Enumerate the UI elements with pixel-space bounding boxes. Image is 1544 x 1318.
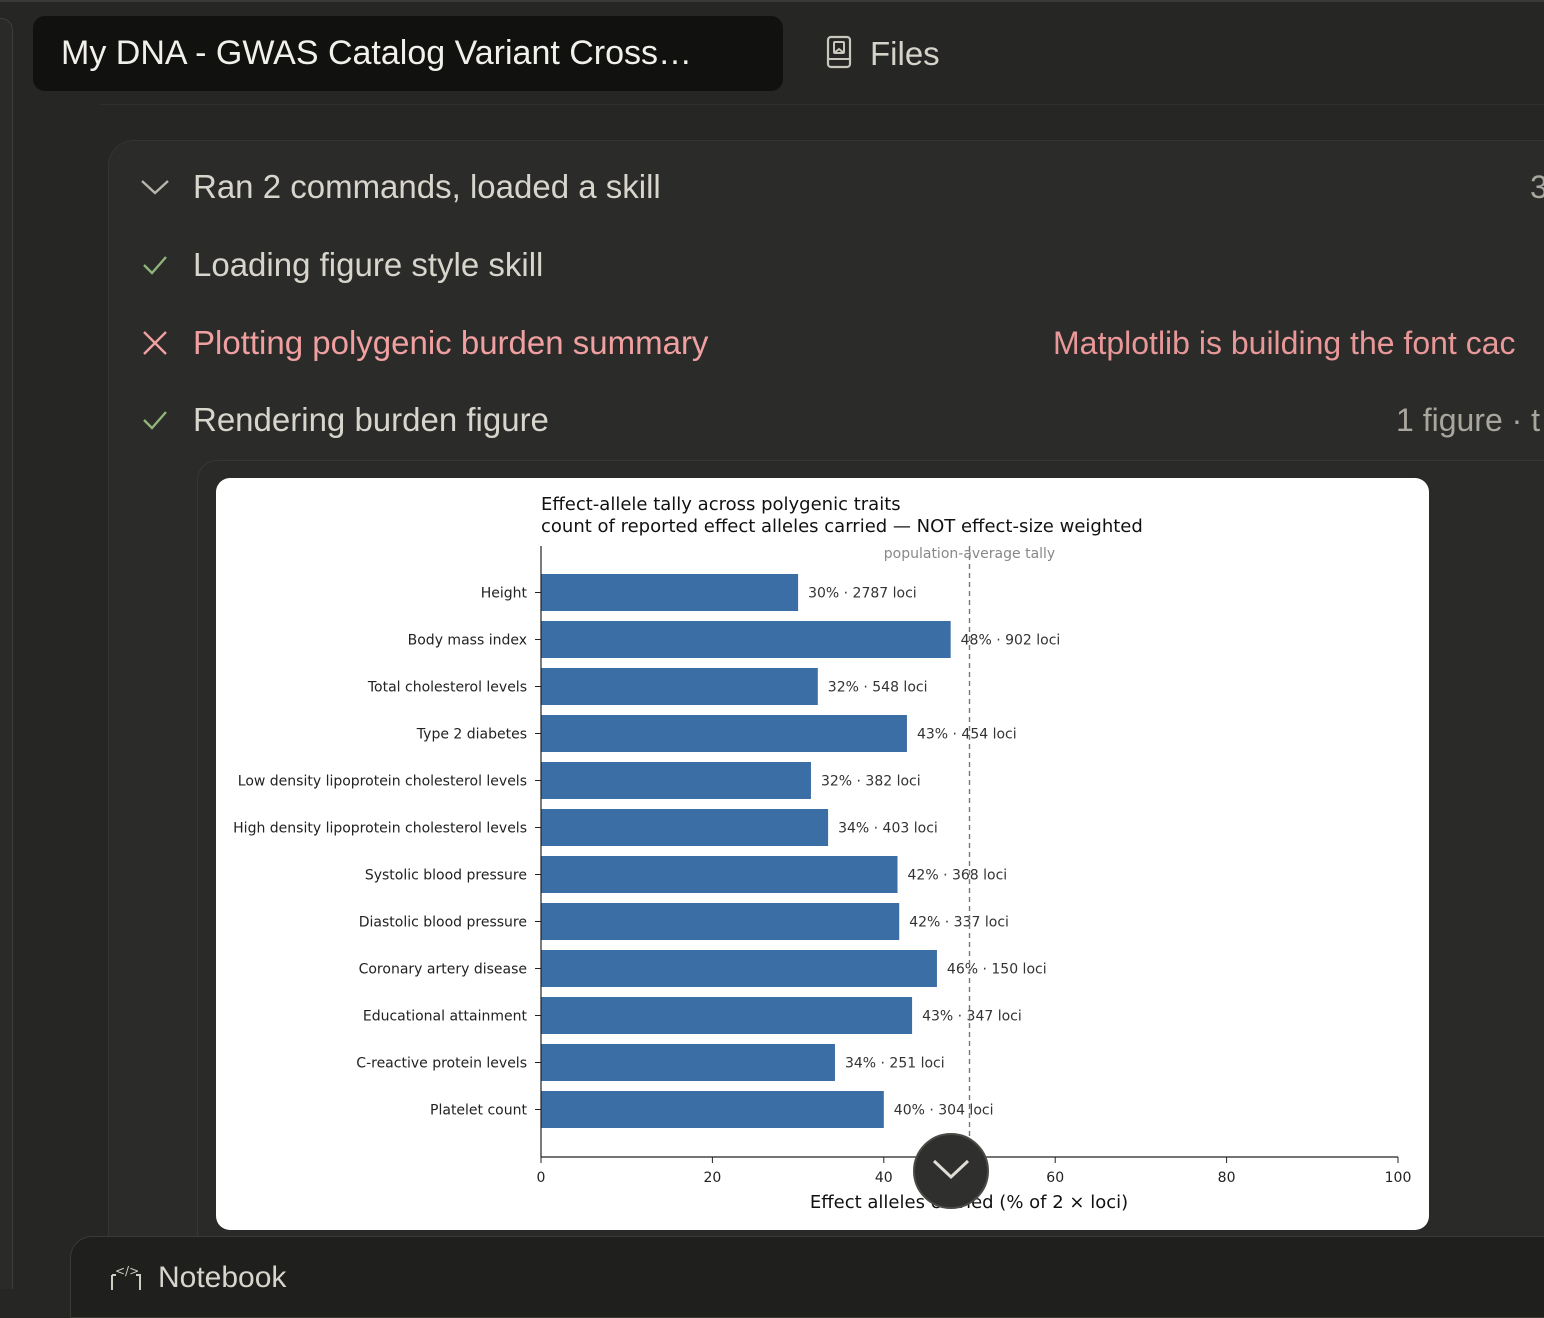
step-row-loading-skill[interactable]: Loading figure style skill [140, 240, 1544, 290]
notebook-label: Notebook [158, 1261, 287, 1294]
x-tick-label: 20 [703, 1170, 721, 1186]
divider [100, 104, 1544, 105]
bar-value-label: 46% · 150 loci [947, 962, 1047, 978]
bar-value-label: 43% · 347 loci [922, 1009, 1022, 1025]
chart-subtitle: count of reported effect alleles carried… [541, 516, 1143, 537]
reference-line-label: population-average tally [884, 546, 1055, 562]
step-row-commands[interactable]: Ran 2 commands, loaded a skill 3 [140, 162, 1544, 212]
step-row-plotting[interactable]: Plotting polygenic burden summary Matplo… [140, 318, 1544, 368]
step-label: Rendering burden figure [193, 401, 549, 438]
scroll-down-button[interactable] [913, 1133, 989, 1209]
step-label: Plotting polygenic burden summary [193, 324, 709, 361]
y-tick-label: High density lipoprotein cholesterol lev… [233, 821, 527, 837]
sidebar-edge [0, 18, 13, 1289]
y-tick-label: Body mass index [408, 633, 527, 649]
files-label: Files [870, 35, 940, 72]
y-tick-label: Low density lipoprotein cholesterol leve… [238, 774, 527, 790]
bar-value-label: 40% · 304 loci [894, 1103, 994, 1119]
step-meta: 3 [1530, 168, 1544, 205]
bar-value-label: 32% · 548 loci [828, 680, 928, 696]
bar [541, 1091, 884, 1128]
y-tick-label: Systolic blood pressure [365, 868, 527, 884]
bar [541, 1044, 835, 1081]
chart-title: Effect-allele tally across polygenic tra… [541, 494, 901, 515]
step-row-rendering[interactable]: Rendering burden figure 1 figure · t [140, 395, 1544, 445]
check-icon [140, 405, 170, 435]
bar-value-label: 42% · 337 loci [909, 915, 1009, 931]
code-notebook-icon: </> [109, 1264, 143, 1296]
conversation-title[interactable]: My DNA - GWAS Catalog Variant Cross… [33, 16, 783, 91]
bar [541, 997, 913, 1034]
conversation-title-text: My DNA - GWAS Catalog Variant Cross… [61, 34, 693, 72]
x-tick-label: 100 [1385, 1170, 1412, 1186]
bar [541, 950, 937, 987]
x-tick-label: 80 [1218, 1170, 1236, 1186]
error-x-icon [140, 328, 170, 358]
y-tick-label: Educational attainment [363, 1009, 528, 1025]
y-tick-label: Platelet count [430, 1103, 527, 1119]
check-icon [140, 250, 170, 280]
bar-value-label: 32% · 382 loci [821, 774, 921, 790]
svg-text:</>: </> [115, 1265, 139, 1278]
figure-image[interactable]: Effect-allele tally across polygenic tra… [216, 478, 1429, 1230]
chevron-down-icon [931, 1157, 971, 1186]
step-label: Ran 2 commands, loaded a skill [193, 168, 661, 205]
bar [541, 715, 907, 752]
y-tick-label: Height [481, 586, 528, 602]
files-icon [826, 35, 852, 74]
step-meta: Matplotlib is building the font cac [1053, 324, 1516, 361]
bar-value-label: 34% · 251 loci [845, 1056, 945, 1072]
files-button[interactable]: Files [826, 30, 940, 78]
bar-value-label: 30% · 2787 loci [808, 586, 917, 602]
step-label: Loading figure style skill [193, 246, 544, 283]
bar-value-label: 34% · 403 loci [838, 821, 938, 837]
bar [541, 809, 829, 846]
y-tick-label: C-reactive protein levels [356, 1056, 527, 1072]
bar [541, 621, 951, 658]
y-tick-label: Total cholesterol levels [367, 680, 527, 696]
x-tick-label: 0 [537, 1170, 546, 1186]
y-tick-label: Diastolic blood pressure [359, 915, 527, 931]
notebook-tab[interactable]: </> Notebook [70, 1236, 1544, 1318]
bar [541, 574, 799, 611]
bar [541, 903, 900, 940]
x-tick-label: 60 [1046, 1170, 1064, 1186]
y-tick-label: Type 2 diabetes [416, 727, 527, 743]
bar [541, 856, 898, 893]
burden-chart: Effect-allele tally across polygenic tra… [233, 494, 1412, 1213]
x-tick-label: 40 [875, 1170, 893, 1186]
bar-value-label: 48% · 902 loci [961, 633, 1061, 649]
chevron-down-icon[interactable] [140, 172, 170, 202]
bar [541, 668, 818, 705]
bar [541, 762, 811, 799]
bar-value-label: 42% · 368 loci [908, 868, 1008, 884]
bar-value-label: 43% · 454 loci [917, 727, 1017, 743]
step-meta: 1 figure · t [1396, 401, 1541, 438]
window-top-border [0, 0, 1544, 2]
y-tick-label: Coronary artery disease [359, 962, 527, 978]
